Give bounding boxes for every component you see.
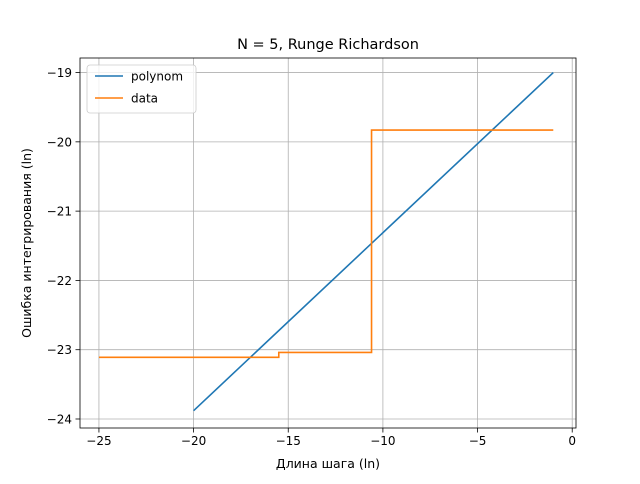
x-tick-label: −15 [276,434,301,448]
x-tick-label: −25 [86,434,111,448]
legend: polynom data [86,64,197,114]
tick-layer: −25 −20 −15 −10 −5 0 −24 −23 −22 −21 −20 −19 [47,66,576,448]
y-tick-label: −21 [47,205,72,219]
legend-label-data: data [131,92,158,106]
x-axis-label: Длина шага (ln) [276,456,380,471]
chart-title: N = 5, Runge Richardson [237,37,419,53]
y-tick-label: −19 [47,66,72,80]
series-line-polynom [193,71,554,412]
x-tick-label: −10 [370,434,395,448]
y-tick-label: −24 [47,412,72,426]
y-axis-label: Ошибка интегрирования (ln) [19,148,34,338]
legend-box [86,64,197,114]
y-tick-label: −22 [47,274,72,288]
legend-label-polynom: polynom [131,70,183,84]
y-tick-label: −23 [47,343,72,357]
x-tick-label: −5 [469,434,487,448]
grid-layer [80,58,576,428]
axes-frame [79,57,577,429]
y-tick-label: −20 [47,135,72,149]
x-tick-label: 0 [568,434,576,448]
series-layer [98,71,554,412]
x-tick-label: −20 [181,434,206,448]
series-line-data [98,129,554,359]
